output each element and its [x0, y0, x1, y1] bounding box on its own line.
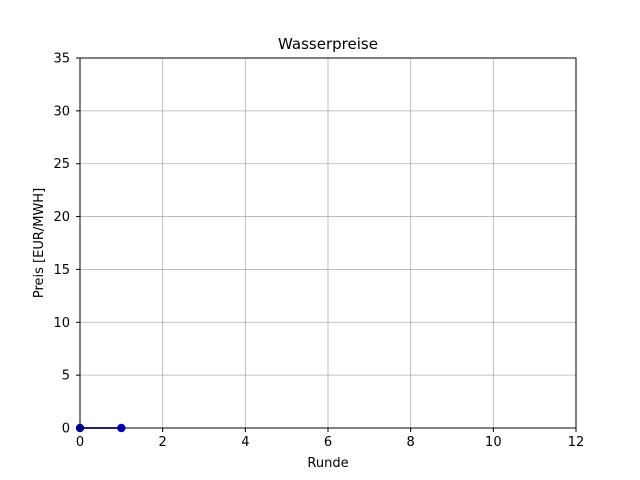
y-tick-label: 5 [62, 369, 70, 384]
x-tick-label: 10 [485, 435, 502, 450]
y-tick-label: 0 [62, 422, 70, 437]
y-tick-label: 25 [53, 157, 70, 172]
x-axis-ticks: 0 2 4 6 8 10 12 [76, 428, 584, 450]
chart-title: Wasserpreise [278, 35, 378, 53]
x-tick-label: 2 [159, 435, 167, 450]
y-tick-label: 10 [53, 316, 70, 331]
y-axis-label: Preis [EUR/MWH] [32, 188, 47, 298]
x-tick-label: 8 [407, 435, 415, 450]
x-tick-label: 6 [324, 435, 332, 450]
y-tick-label: 35 [53, 52, 70, 67]
y-tick-label: 20 [53, 210, 70, 225]
x-tick-label: 12 [568, 435, 585, 450]
x-tick-label: 0 [76, 435, 84, 450]
y-axis-ticks: 0 5 10 15 20 25 30 35 [53, 52, 80, 437]
x-tick-label: 4 [241, 435, 249, 450]
y-tick-label: 15 [53, 263, 70, 278]
x-axis-label: Runde [307, 456, 348, 471]
y-tick-label: 30 [53, 104, 70, 119]
